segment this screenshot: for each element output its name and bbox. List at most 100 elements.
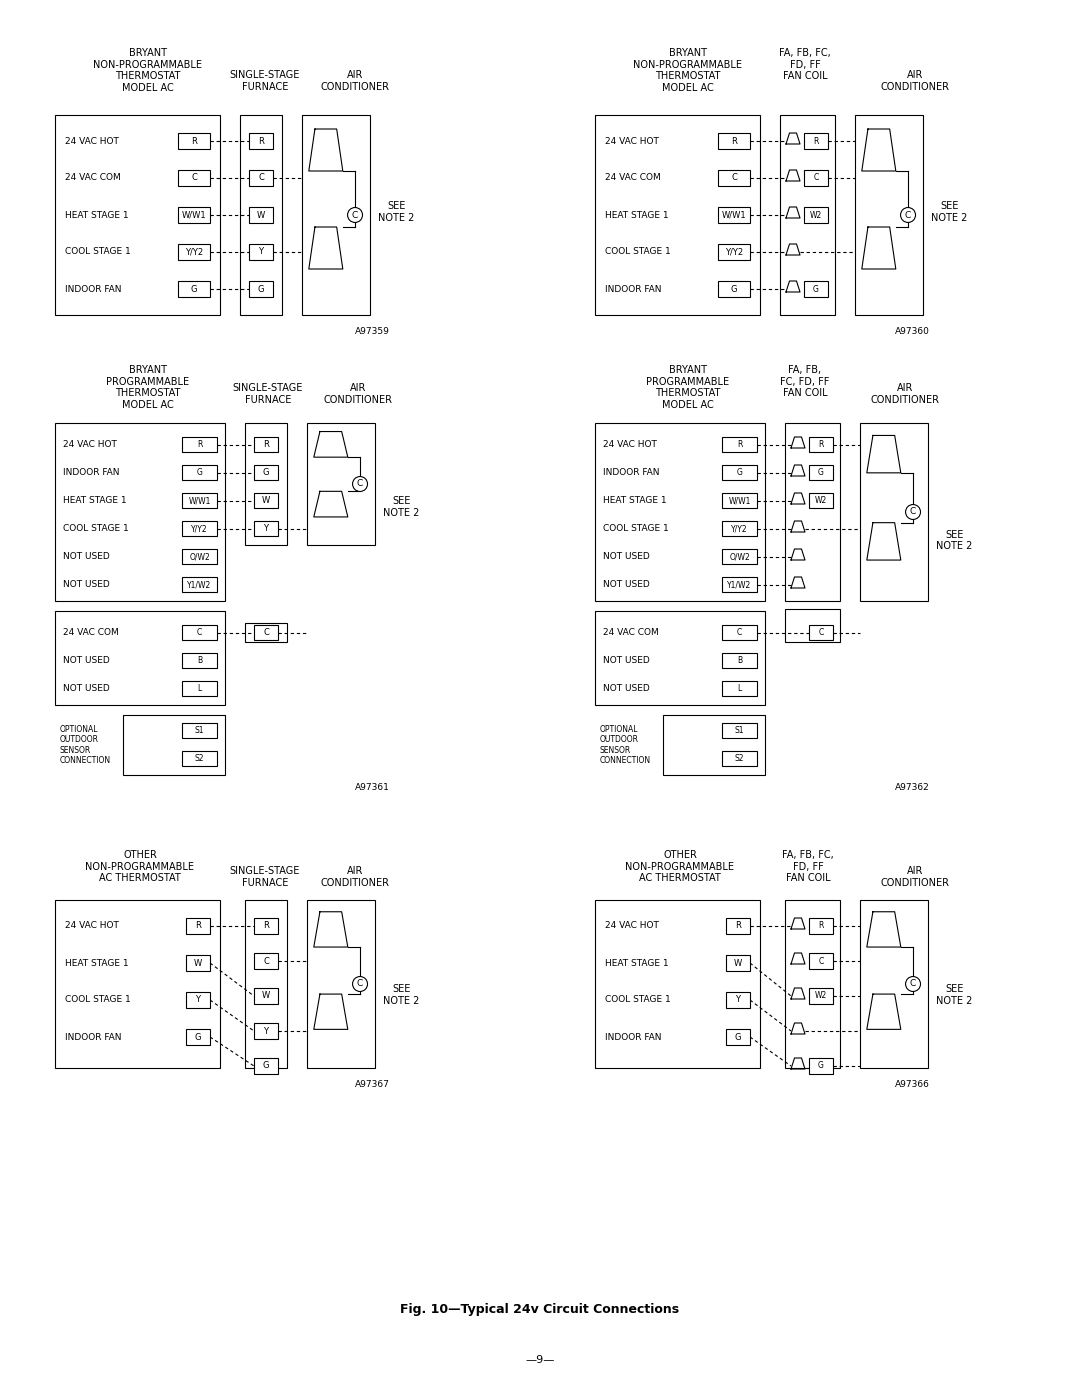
Bar	[809, 624, 833, 640]
Text: L: L	[198, 685, 202, 693]
Bar	[254, 918, 278, 935]
Text: C: C	[258, 173, 264, 183]
Bar	[723, 624, 757, 640]
Bar	[718, 207, 750, 224]
Bar	[804, 170, 828, 186]
Text: NOT USED: NOT USED	[63, 657, 110, 665]
Bar	[726, 918, 750, 935]
Bar	[186, 956, 210, 971]
Text: Y/Y2: Y/Y2	[731, 524, 747, 534]
Text: W/W1: W/W1	[721, 211, 746, 219]
Bar	[254, 1023, 278, 1039]
Text: R: R	[264, 922, 269, 930]
Text: S1: S1	[194, 726, 204, 735]
Bar	[595, 115, 760, 314]
Text: Y1/W2: Y1/W2	[727, 580, 752, 590]
Text: COOL STAGE 1: COOL STAGE 1	[63, 524, 129, 534]
Bar	[726, 956, 750, 971]
Text: G: G	[818, 468, 824, 476]
Text: SEE
NOTE 2: SEE NOTE 2	[383, 983, 419, 1006]
Bar	[723, 521, 757, 536]
Bar	[254, 1058, 278, 1074]
Text: SINGLE-STAGE
FURNACE: SINGLE-STAGE FURNACE	[233, 383, 303, 405]
Text: 24 VAC HOT: 24 VAC HOT	[605, 137, 659, 145]
Text: G: G	[197, 468, 202, 476]
Text: G: G	[731, 285, 738, 293]
Bar	[809, 437, 833, 453]
Bar	[55, 423, 225, 601]
Text: 24 VAC COM: 24 VAC COM	[63, 629, 119, 637]
Text: R: R	[737, 440, 742, 448]
Bar	[183, 724, 217, 738]
Bar	[726, 992, 750, 1009]
Text: Y: Y	[195, 996, 201, 1004]
Text: A97367: A97367	[355, 1080, 390, 1090]
Bar	[809, 493, 833, 509]
Bar	[183, 624, 217, 640]
Text: INDOOR FAN: INDOOR FAN	[605, 1032, 661, 1042]
Text: COOL STAGE 1: COOL STAGE 1	[65, 996, 131, 1004]
Text: W/W1: W/W1	[188, 496, 211, 504]
Text: NOT USED: NOT USED	[63, 552, 110, 562]
Text: 24 VAC HOT: 24 VAC HOT	[603, 440, 657, 448]
Text: R: R	[264, 440, 269, 448]
Bar	[785, 423, 840, 601]
Text: C: C	[191, 173, 197, 183]
Text: INDOOR FAN: INDOOR FAN	[65, 1032, 121, 1042]
Text: C: C	[264, 957, 269, 965]
Text: O/W2: O/W2	[729, 552, 750, 562]
Text: C: C	[264, 629, 269, 637]
Bar	[249, 170, 273, 186]
Text: W2: W2	[810, 211, 822, 219]
Bar	[186, 992, 210, 1009]
Text: 24 VAC COM: 24 VAC COM	[605, 173, 661, 183]
Text: O/W2: O/W2	[189, 552, 210, 562]
Text: 24 VAC HOT: 24 VAC HOT	[63, 440, 117, 448]
Bar	[302, 115, 370, 314]
Text: G: G	[262, 1062, 269, 1070]
Bar	[245, 423, 287, 545]
Text: BRYANT
NON-PROGRAMMABLE
THERMOSTAT
MODEL AC: BRYANT NON-PROGRAMMABLE THERMOSTAT MODEL…	[634, 47, 743, 92]
Text: SEE
NOTE 2: SEE NOTE 2	[936, 983, 972, 1006]
Bar	[723, 680, 757, 696]
Text: G: G	[262, 468, 269, 476]
Bar	[178, 133, 210, 149]
Bar	[809, 988, 833, 1004]
Bar	[809, 953, 833, 970]
Text: Y/Y2: Y/Y2	[725, 247, 743, 257]
Text: —9—: —9—	[525, 1355, 555, 1365]
Bar	[183, 680, 217, 696]
Text: Y: Y	[258, 247, 264, 257]
Text: A97359: A97359	[355, 327, 390, 337]
Bar	[254, 953, 278, 970]
Text: W: W	[261, 496, 270, 504]
Bar	[254, 521, 278, 536]
Bar	[723, 752, 757, 766]
Text: G: G	[191, 285, 198, 293]
Bar	[249, 244, 273, 260]
Bar	[183, 752, 217, 766]
Text: Y/Y2: Y/Y2	[185, 247, 203, 257]
Text: BRYANT
NON-PROGRAMMABLE
THERMOSTAT
MODEL AC: BRYANT NON-PROGRAMMABLE THERMOSTAT MODEL…	[94, 47, 203, 92]
Text: 24 VAC HOT: 24 VAC HOT	[65, 922, 119, 930]
Text: COOL STAGE 1: COOL STAGE 1	[65, 247, 131, 257]
Text: B: B	[737, 657, 742, 665]
Bar	[860, 900, 928, 1067]
Text: NOT USED: NOT USED	[603, 580, 650, 590]
Bar	[723, 437, 757, 453]
Bar	[245, 623, 287, 643]
Text: NOT USED: NOT USED	[603, 657, 650, 665]
Bar	[249, 207, 273, 224]
Bar	[595, 610, 765, 705]
Text: G: G	[818, 1062, 824, 1070]
Text: W2: W2	[815, 496, 827, 504]
Text: C: C	[819, 629, 824, 637]
Text: HEAT STAGE 1: HEAT STAGE 1	[605, 211, 669, 219]
Bar	[183, 437, 217, 453]
Text: INDOOR FAN: INDOOR FAN	[605, 285, 661, 293]
Bar	[809, 918, 833, 935]
Bar	[723, 724, 757, 738]
Bar	[785, 609, 840, 643]
Bar	[55, 610, 225, 705]
Text: SEE
NOTE 2: SEE NOTE 2	[931, 201, 968, 222]
